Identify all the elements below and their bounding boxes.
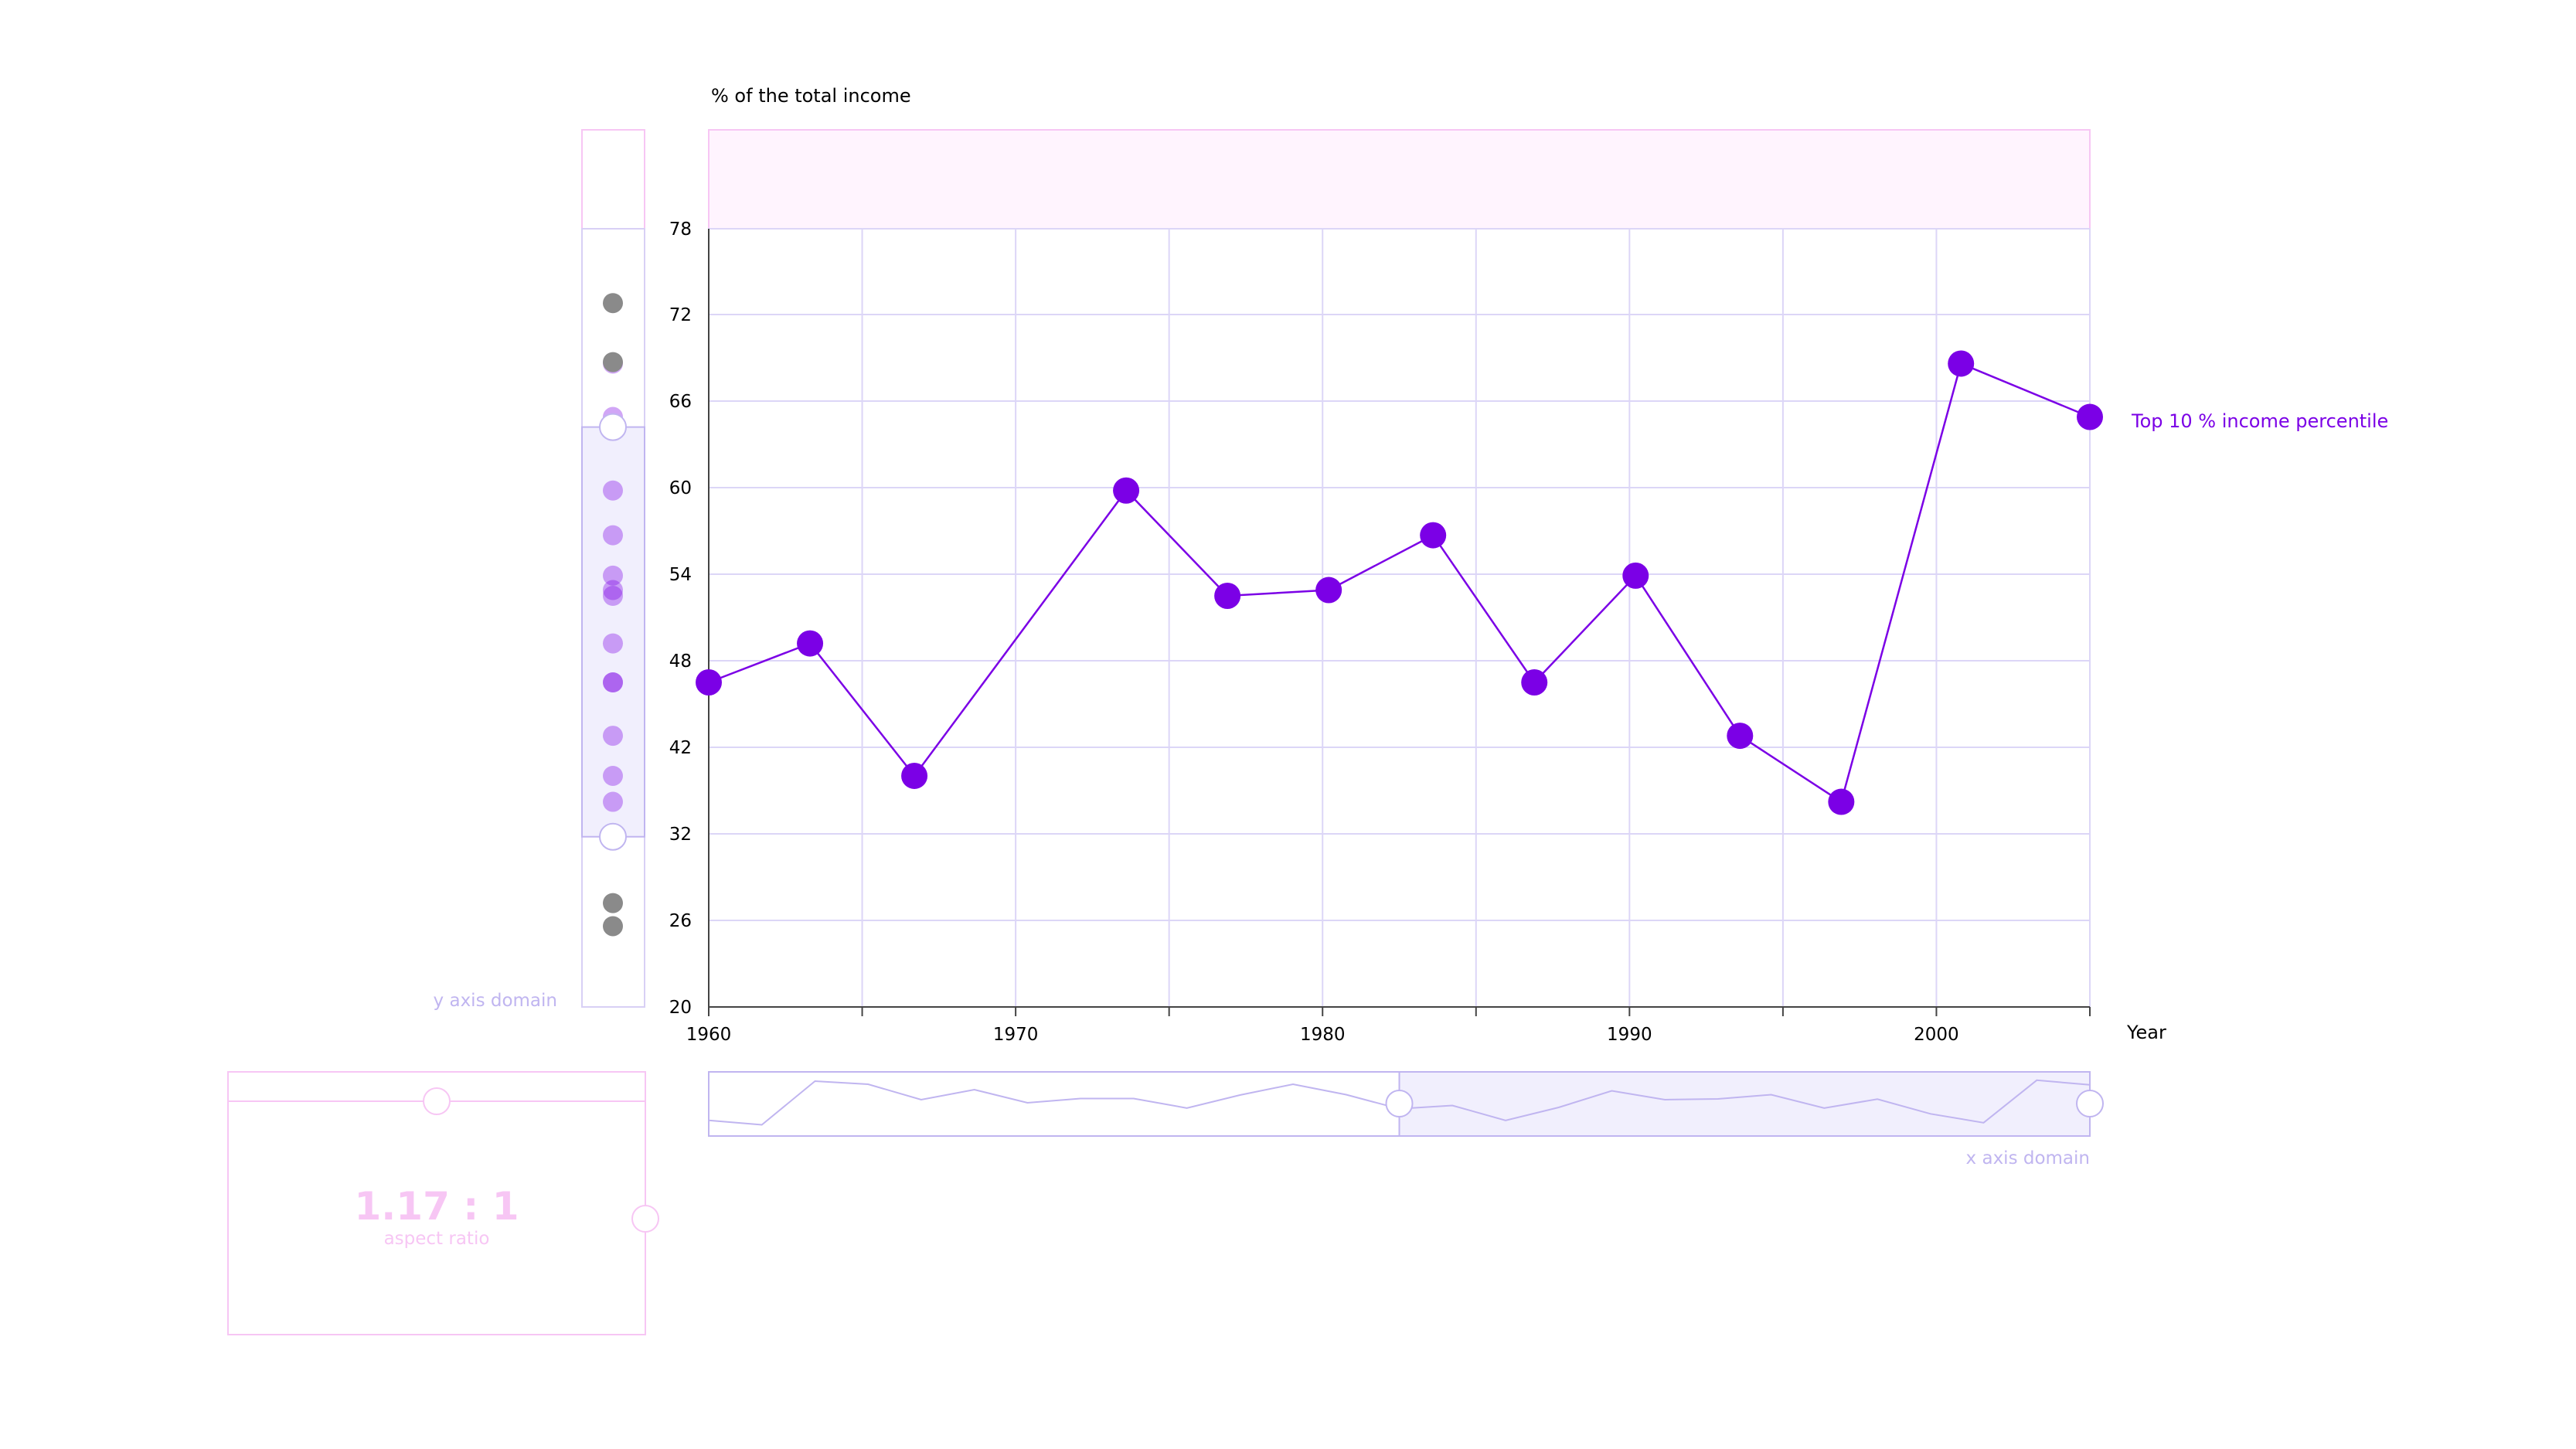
y-domain-point [603, 672, 623, 692]
y-domain-point [603, 565, 623, 586]
y-domain-point [603, 480, 623, 501]
y-tick-label: 78 [669, 219, 692, 240]
y-domain-point [603, 580, 623, 600]
series-point[interactable] [2077, 403, 2103, 430]
aspect-ratio-value: 1.17 : 1 [355, 1184, 519, 1229]
aspect-ratio-label: aspect ratio [384, 1229, 490, 1249]
x-tick-label: 1990 [1607, 1025, 1652, 1045]
x-domain-handle-right[interactable] [2076, 1090, 2104, 1117]
y-tick-label: 54 [669, 565, 692, 585]
x-tick-label: 1980 [1300, 1025, 1346, 1045]
y-axis-title: % of the total income [711, 85, 911, 107]
top-padding-handle[interactable] [708, 129, 2091, 230]
x-domain-selection[interactable] [1398, 1071, 2091, 1137]
y-domain-point [603, 726, 623, 747]
series-point[interactable] [1521, 669, 1548, 696]
y-axis-ticks: 20 26 32 42 48 54 60 66 72 78 [669, 219, 692, 1018]
y-domain-selection[interactable] [581, 426, 645, 838]
y-domain-label: y axis domain [434, 991, 557, 1011]
y-tick-label: 66 [669, 392, 692, 412]
y-domain-point [603, 765, 623, 786]
series-point[interactable] [1828, 788, 1855, 815]
y-tick-label: 60 [669, 478, 692, 498]
y-domain-point [603, 633, 623, 654]
y-tick-label: 48 [669, 651, 692, 672]
plot-frame [708, 228, 2091, 1008]
y-domain-point [603, 672, 623, 692]
aspect-width-handle[interactable] [423, 1087, 451, 1115]
series-point[interactable] [696, 669, 722, 696]
series-point[interactable] [901, 762, 928, 789]
y-domain-handle-bottom[interactable] [599, 822, 627, 851]
y-domain-point [603, 586, 623, 606]
series-points [696, 350, 2103, 815]
series-point[interactable] [1727, 723, 1754, 750]
y-domain-point [603, 791, 623, 812]
x-axis-ticks: 1960 1970 1980 1990 2000 [686, 1007, 2091, 1045]
y-domain-panel-top[interactable] [581, 129, 645, 230]
y-domain-point-out [603, 916, 623, 937]
x-tick-label: 1960 [686, 1025, 732, 1045]
aspect-ratio-panel [227, 1071, 646, 1335]
x-tick-label: 2000 [1914, 1025, 1959, 1045]
y-domain-point-out [603, 293, 623, 314]
series-point[interactable] [1948, 350, 1975, 377]
series-line [708, 362, 2091, 804]
y-domain-point [603, 525, 623, 546]
y-domain-point-out [603, 893, 623, 913]
series-point[interactable] [1113, 477, 1140, 504]
aspect-height-handle[interactable] [631, 1205, 659, 1233]
y-tick-label: 20 [669, 998, 692, 1018]
x-domain-handle-left[interactable] [1385, 1090, 1414, 1117]
y-domain-point-out [603, 352, 623, 372]
x-tick-label: 1970 [993, 1025, 1039, 1045]
x-domain-label: x axis domain [1966, 1148, 2090, 1168]
y-domain-handle-top[interactable] [599, 413, 627, 441]
x-gridlines [708, 229, 2091, 1007]
series-point[interactable] [1315, 577, 1342, 604]
y-tick-label: 42 [669, 738, 692, 758]
series-point[interactable] [1214, 583, 1241, 609]
y-gridlines [709, 228, 2090, 921]
series-point[interactable] [797, 630, 824, 657]
x-axis-title: Year [2126, 1022, 2166, 1043]
y-tick-label: 32 [669, 825, 692, 845]
y-tick-label: 72 [669, 305, 692, 325]
series-point[interactable] [1420, 522, 1447, 549]
series-label: Top 10 % income percentile [2131, 410, 2388, 432]
y-tick-label: 26 [669, 911, 692, 931]
series-point[interactable] [1622, 562, 1649, 589]
